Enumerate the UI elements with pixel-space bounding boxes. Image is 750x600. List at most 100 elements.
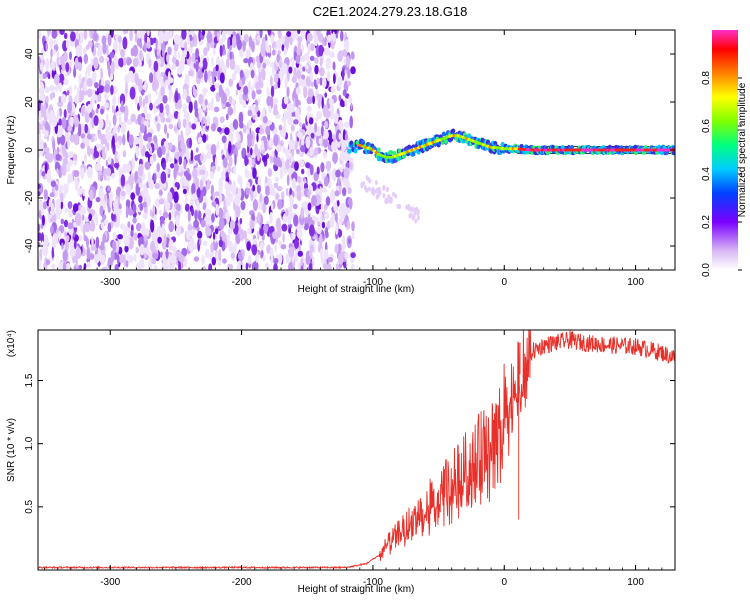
- noise-blob: [43, 189, 48, 200]
- noise-blob: [105, 113, 109, 126]
- noise-blob: [212, 231, 216, 240]
- noise-blob: [160, 86, 165, 97]
- snr-x-axis-label: Height of straight line (km): [298, 584, 415, 595]
- noise-blob: [212, 192, 215, 203]
- noise-blob: [269, 155, 275, 164]
- noise-blob: [175, 59, 180, 67]
- noise-blob: [250, 190, 254, 202]
- noise-blob: [98, 188, 104, 199]
- noise-blob: [70, 31, 76, 42]
- noise-blob: [50, 225, 54, 235]
- noise-blob: [151, 243, 155, 255]
- noise-blob: [272, 49, 276, 56]
- signal-blob: [441, 131, 446, 137]
- spectrogram-y-axis: -40 -20 0 20 40: [24, 48, 675, 253]
- noise-blob: [280, 129, 285, 138]
- noise-blob: [63, 32, 68, 40]
- colorbar-tick-label: 0.6: [701, 119, 712, 133]
- noise-blob: [233, 164, 237, 175]
- noise-blob: [165, 104, 170, 117]
- noise-blob: [187, 224, 193, 231]
- noise-blob: [234, 154, 237, 166]
- noise-blob: [215, 64, 219, 72]
- noise-blob: [226, 197, 231, 207]
- noise-blob: [74, 84, 77, 91]
- noise-blob: [267, 168, 273, 177]
- noise-blob: [408, 213, 412, 219]
- noise-blob: [146, 30, 150, 37]
- noise-blob: [281, 223, 288, 232]
- noise-blob: [78, 73, 82, 84]
- x-tick-label: -300: [100, 277, 120, 288]
- noise-blob: [260, 45, 266, 58]
- noise-blob: [254, 106, 259, 113]
- noise-blob: [212, 239, 219, 251]
- noise-blob: [251, 90, 256, 100]
- noise-blob: [255, 176, 259, 185]
- noise-blob: [261, 249, 264, 258]
- noise-blob: [38, 138, 44, 150]
- signal-blob: [443, 139, 448, 145]
- noise-blob: [288, 261, 293, 270]
- noise-blob: [237, 251, 243, 261]
- noise-blob: [178, 156, 183, 165]
- noise-blob: [107, 185, 111, 192]
- noise-blob: [316, 225, 322, 235]
- noise-blob: [232, 180, 236, 193]
- noise-blob: [114, 264, 119, 270]
- noise-blob: [158, 111, 165, 118]
- noise-blob: [276, 223, 282, 229]
- noise-blob: [162, 95, 168, 104]
- noise-blob: [228, 155, 233, 167]
- noise-blob: [202, 154, 207, 162]
- noise-blob: [165, 248, 169, 259]
- noise-blob: [188, 101, 193, 113]
- noise-blob: [250, 69, 255, 79]
- noise-blob: [41, 214, 46, 226]
- noise-blob: [138, 195, 143, 203]
- noise-blob: [85, 44, 90, 50]
- noise-blob: [289, 194, 294, 208]
- noise-blob: [262, 62, 267, 69]
- noise-blob: [296, 149, 300, 155]
- noise-blob: [205, 248, 210, 259]
- noise-blob: [58, 96, 62, 103]
- noise-blob: [217, 126, 222, 133]
- noise-blob: [173, 34, 180, 45]
- noise-blob: [216, 165, 221, 172]
- noise-blob: [225, 113, 229, 121]
- snr-scale-note: (x10⁴): [6, 330, 17, 357]
- colorbar-tick-label: 0.0: [701, 263, 712, 277]
- noise-blob: [61, 116, 67, 129]
- noise-blob: [293, 214, 299, 227]
- noise-blob: [92, 32, 99, 42]
- noise-blob: [100, 240, 105, 248]
- noise-blob: [207, 102, 211, 111]
- noise-blob: [56, 109, 60, 120]
- noise-blob: [254, 143, 258, 155]
- noise-blob: [271, 151, 275, 158]
- noise-blob: [184, 73, 190, 85]
- spectrogram-x-axis-label: Height of straight line (km): [298, 284, 415, 295]
- noise-blob: [289, 187, 292, 195]
- noise-blob: [138, 182, 144, 188]
- noise-blob: [168, 212, 172, 221]
- noise-blob: [84, 123, 88, 134]
- noise-blob: [348, 94, 353, 104]
- noise-blob: [219, 44, 223, 57]
- snr-y-axis-label: SNR (10 * v/v): [6, 418, 17, 482]
- noise-blob: [306, 32, 313, 42]
- y-tick-label: 40: [24, 48, 35, 60]
- noise-blob: [203, 47, 208, 57]
- noise-blob: [235, 205, 241, 218]
- noise-blob: [152, 229, 159, 243]
- noise-blob: [263, 195, 269, 205]
- noise-blob: [205, 170, 209, 178]
- noise-blob: [228, 141, 232, 154]
- noise-blob: [346, 80, 352, 87]
- noise-blob: [174, 182, 179, 188]
- noise-blob: [250, 147, 253, 156]
- noise-blob: [97, 159, 100, 168]
- noise-blob: [188, 69, 194, 77]
